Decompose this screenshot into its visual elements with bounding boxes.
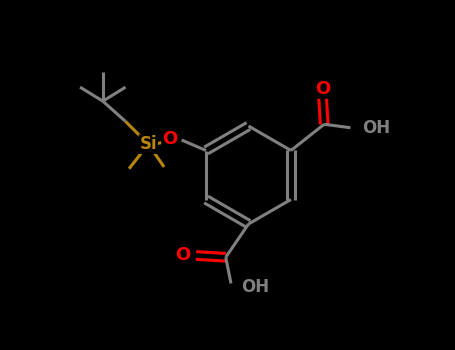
Text: O: O xyxy=(175,246,190,265)
Text: O: O xyxy=(315,80,330,98)
Text: OH: OH xyxy=(242,278,270,296)
Text: Si: Si xyxy=(140,135,157,153)
Text: OH: OH xyxy=(362,119,390,137)
Text: O: O xyxy=(162,130,177,148)
